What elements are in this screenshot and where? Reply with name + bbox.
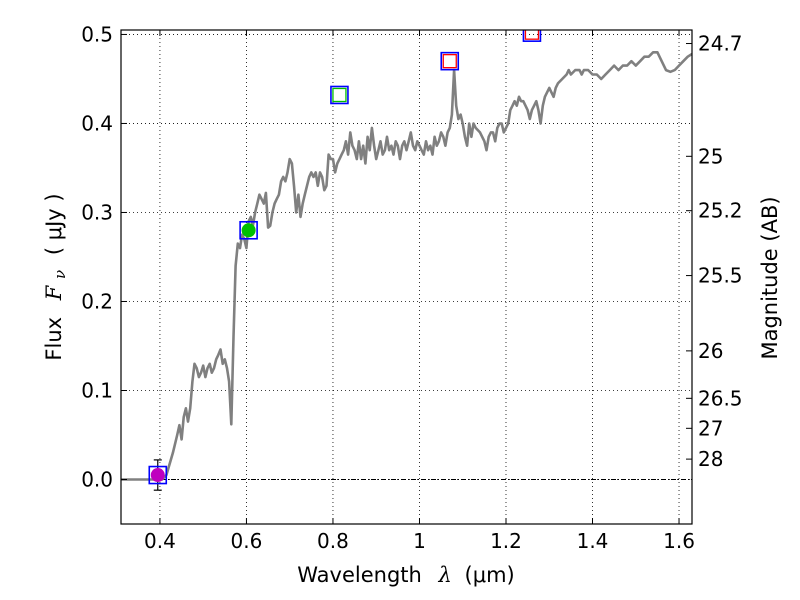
y-axis-label-symbol: F (42, 284, 66, 301)
y-axis-label: Flux F ν ( μJy ) (42, 193, 70, 360)
y-tick-label: 0.2 (81, 289, 113, 313)
y-tick-label: 0.1 (81, 378, 113, 402)
magnitude-tick-label: 27 (698, 416, 723, 440)
y-tick-label: 0.3 (81, 200, 113, 224)
magnitude-tick-label: 25.5 (698, 264, 743, 288)
x-tick-label: 0.4 (144, 529, 176, 553)
magnitude-tick-label: 25 (698, 144, 723, 168)
x-axis-label-text: Wavelength (297, 563, 422, 587)
photometry-open-square (442, 54, 457, 69)
photometry-filled-circle (241, 223, 256, 238)
photometry-box (522, 30, 542, 42)
plot-frame (120, 29, 693, 525)
y-axis-label-unit: ( μJy ) (42, 193, 66, 255)
x-tick-label: 0.6 (231, 529, 263, 553)
spectrum-line (121, 51, 692, 481)
x-tick-label: 0.8 (317, 529, 349, 553)
photometry-box (330, 85, 349, 105)
x-tick-label: 1.4 (577, 529, 609, 553)
photometry-open-square (332, 87, 347, 103)
magnitude-tick-label: 28 (698, 447, 723, 471)
photometry-points (148, 30, 542, 491)
x-tick-label: 1.6 (663, 529, 695, 553)
y-tick-label: 0.5 (81, 22, 113, 46)
photometry-box (148, 465, 168, 485)
x-tick-label: 1 (413, 529, 426, 553)
y-tick-label: 0.4 (81, 111, 113, 135)
photometry-open-square (524, 30, 540, 40)
photometry-box (440, 51, 460, 71)
axis-ticks: 0.4 0.6 0.8 1 1.2 1.4 1.6 0.0 0.1 0.2 0.3 0.4 0.5 24.… (81, 22, 742, 553)
photometry-filled-circle (150, 468, 165, 483)
y-axis-label-subscript: ν (51, 270, 69, 279)
x-axis-label-unit: (μm) (465, 563, 515, 587)
y-tick-label: 0.0 (81, 467, 113, 491)
x-tick-label: 1.2 (490, 529, 522, 553)
y-axis-label-text: Flux (42, 317, 66, 361)
x-axis-label-symbol: λ (438, 563, 452, 587)
magnitude-tick-label: 26 (698, 339, 723, 363)
magnitude-tick-label: 25.2 (698, 199, 743, 223)
x-axis-label: Wavelength λ (μm) (297, 563, 514, 587)
photometry-box (239, 220, 258, 240)
magnitude-tick-label: 24.7 (698, 32, 743, 56)
magnitude-tick-label: 26.5 (698, 386, 743, 410)
magnitude-axis-label: Magnitude (AB) (758, 196, 782, 359)
